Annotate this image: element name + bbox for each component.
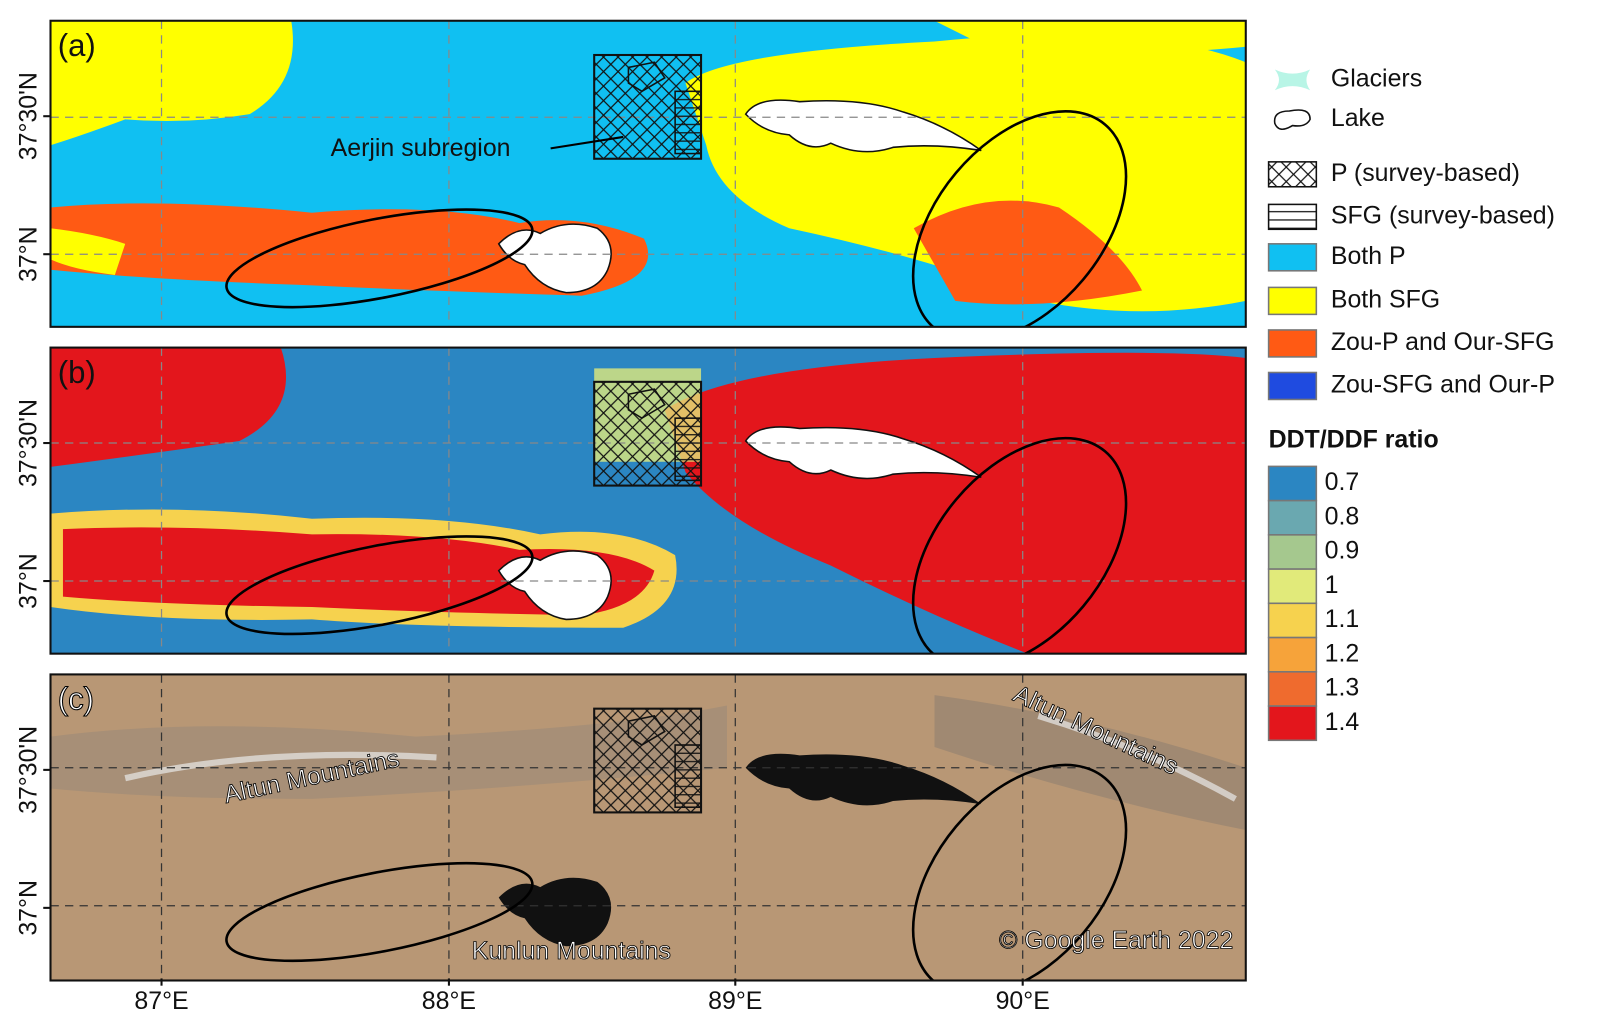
legend-label: Zou-SFG and Our-P [1331, 371, 1555, 399]
panel-label: (a) [58, 28, 96, 63]
annotation: Aerjin subregion [331, 134, 511, 162]
legend-label: Lake [1331, 104, 1385, 132]
colorbar-swatch [1267, 534, 1318, 570]
colorbar-label: 0.7 [1325, 468, 1360, 496]
legend-label: Both P [1331, 242, 1406, 270]
credit: © Google Earth 2022 [999, 927, 1233, 955]
y-tick-label: 37°N [14, 226, 42, 282]
y-tick-label: 37°30'N [14, 72, 42, 160]
x-tick-label: 89°E [708, 987, 762, 1015]
annotation: Kunlun Mountains [472, 937, 671, 965]
y-tick-label: 37°N [14, 880, 42, 936]
panel-label: (b) [58, 355, 96, 390]
legend-label: Zou-P and Our-SFG [1331, 328, 1555, 356]
legend: Glaciers Lake P (survey-based) SFG (survey-… [1267, 64, 1555, 742]
panel-a: (a) Aerjin subregion [49, 19, 1247, 328]
legend-label: Glaciers [1331, 64, 1422, 92]
colorbar-swatch [1267, 499, 1318, 536]
colorbar-label: 1.1 [1325, 605, 1360, 633]
legend-swatch [1267, 371, 1318, 401]
x-tick-label: 90°E [996, 987, 1050, 1015]
x-tick-label: 87°E [134, 987, 188, 1015]
colorbar-swatch [1267, 568, 1318, 605]
legend-label: Both SFG [1331, 285, 1440, 313]
y-tick-label: 37°30'N [14, 399, 42, 487]
colorbar-swatch [1267, 705, 1318, 742]
lake-swatch [1273, 109, 1311, 130]
legend-swatch [1267, 286, 1318, 316]
panel-label: (c) [58, 682, 94, 717]
y-tick-label: 37°30'N [14, 726, 42, 814]
colorbar-label: 1.2 [1325, 639, 1360, 667]
axis-ticks: 87°E 88°E 89°E 90°E 37°30'N 37°N 37°30'N 37°N 37… [14, 72, 1049, 1015]
legend-swatch [1267, 243, 1318, 272]
x-tick-label: 88°E [422, 987, 476, 1015]
glacier-swatch [1274, 69, 1311, 91]
panel-c: (c) Altun Mountains Altun Mountains Kunl… [49, 673, 1247, 982]
colorbar-title: DDT/DDF ratio [1269, 426, 1439, 454]
colorbar-label: 0.8 [1325, 502, 1360, 530]
colorbar-label: 1.4 [1325, 708, 1360, 736]
colorbar-swatch [1267, 602, 1318, 639]
hatch-swatch [1267, 161, 1318, 188]
colorbar-swatch [1267, 636, 1318, 673]
hatch-swatch [1267, 203, 1318, 231]
colorbar-swatch [1267, 671, 1318, 707]
legend-label: P (survey-based) [1331, 159, 1520, 187]
legend-label: SFG (survey-based) [1331, 201, 1555, 229]
colorbar-label: 1 [1325, 571, 1339, 599]
legend-swatch [1267, 329, 1318, 358]
colorbar-label: 1.3 [1325, 674, 1360, 702]
y-tick-label: 37°N [14, 553, 42, 609]
panel-b: (b) [49, 346, 1247, 655]
colorbar-label: 0.9 [1325, 537, 1360, 565]
colorbar-swatch [1267, 465, 1318, 502]
